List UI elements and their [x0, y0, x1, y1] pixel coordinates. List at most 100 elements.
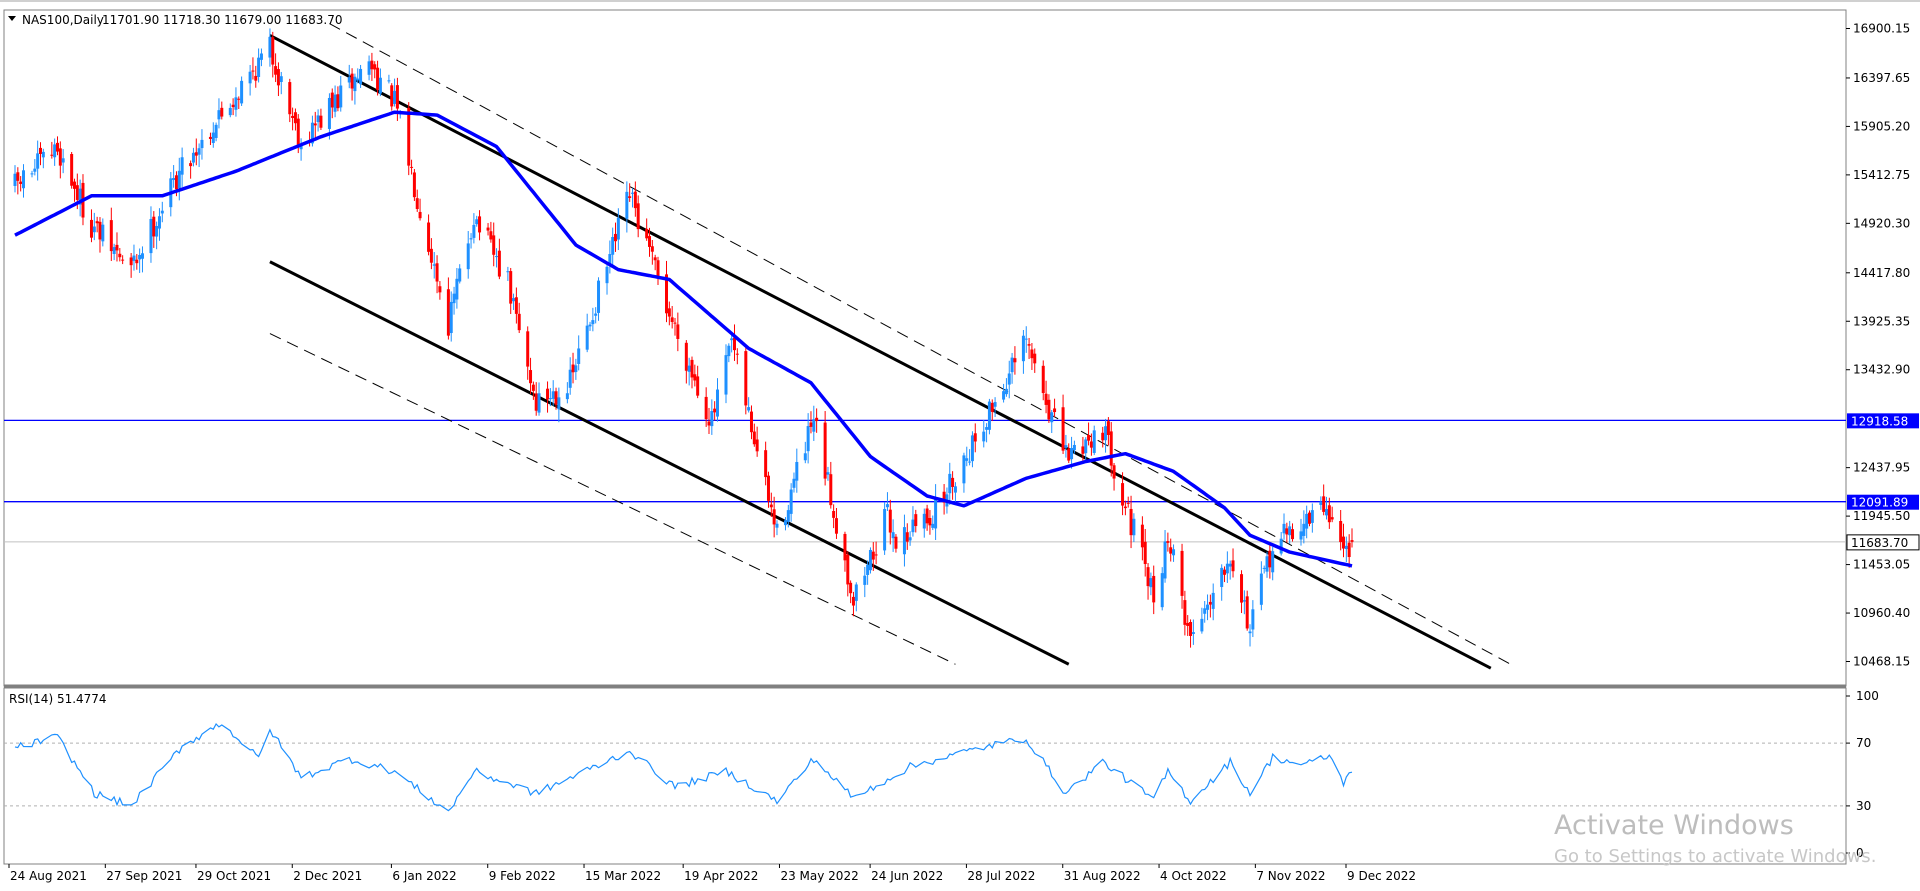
- candle-body: [299, 145, 303, 150]
- candle-body: [1166, 541, 1170, 543]
- level-tag-text-2: 12091.89: [1851, 496, 1908, 510]
- time-tick-label: 29 Oct 2021: [197, 869, 271, 883]
- time-tick-label: 4 Oct 2022: [1160, 869, 1227, 883]
- candle-body: [1010, 357, 1014, 373]
- candle-body: [934, 497, 938, 529]
- candle-body: [1291, 529, 1295, 540]
- candle-body: [296, 118, 300, 147]
- candle-body: [1050, 412, 1054, 423]
- candle-body: [891, 532, 895, 539]
- candle-body: [410, 166, 414, 168]
- candle-body: [1053, 408, 1057, 413]
- candle-body: [942, 491, 946, 503]
- candle-body: [1282, 523, 1286, 534]
- candle-body: [435, 263, 439, 282]
- candle-body: [1004, 388, 1008, 395]
- collapse-triangle-icon[interactable]: [8, 16, 16, 21]
- candle-body: [885, 504, 889, 508]
- candle-body: [687, 365, 691, 372]
- candle-body: [1140, 524, 1144, 548]
- candle-body: [109, 220, 113, 252]
- candle-body: [1208, 601, 1212, 605]
- candle-body: [1072, 444, 1076, 451]
- candle-body: [565, 393, 569, 400]
- symbol-label: NAS100,Daily: [22, 13, 104, 27]
- candle-body: [271, 37, 275, 65]
- candle-body: [1302, 523, 1306, 536]
- price-tick-label: 14417.80: [1853, 266, 1910, 280]
- candle-body: [715, 389, 719, 417]
- candle-body: [1189, 621, 1193, 636]
- candle-body: [89, 219, 93, 238]
- candle-body: [1106, 421, 1110, 435]
- candle-body: [611, 236, 615, 255]
- candle-body: [1262, 567, 1266, 569]
- time-tick-label: 9 Dec 2022: [1347, 869, 1416, 883]
- candle-body: [509, 271, 513, 304]
- candle-body: [452, 293, 456, 304]
- candle-body: [795, 461, 799, 481]
- candle-body: [1033, 353, 1037, 364]
- candle-body: [30, 173, 34, 175]
- candle-body: [871, 551, 875, 560]
- candle-body: [826, 472, 830, 475]
- candle-body: [585, 325, 589, 350]
- candle-body: [418, 211, 422, 219]
- candle-body: [1200, 618, 1204, 632]
- candle-body: [327, 97, 331, 129]
- candle-body: [1044, 393, 1048, 405]
- candle-body: [240, 80, 244, 104]
- candle-body: [121, 259, 125, 261]
- price-tick-label: 11945.50: [1853, 509, 1910, 523]
- candle-body: [928, 518, 932, 526]
- candle-body: [1344, 545, 1348, 550]
- rsi-panel-frame: [3, 687, 1847, 865]
- time-axis: 24 Aug 2021 27 Sep 2021 29 Oct 2021 2 Dec 2…: [8, 864, 1416, 883]
- candle-body: [1268, 550, 1272, 568]
- time-tick-label: 31 Aug 2022: [1064, 869, 1141, 883]
- horizontal-levels-layer: 12918.58 12091.89 11683.70: [4, 413, 1920, 551]
- candle-body: [665, 274, 669, 314]
- candle-body: [333, 94, 337, 112]
- candle-body: [1132, 518, 1136, 536]
- candle-body: [339, 85, 343, 108]
- candle-body: [427, 222, 431, 252]
- candle-body: [316, 115, 320, 123]
- candle-body: [1339, 521, 1343, 543]
- candle-body: [874, 554, 878, 556]
- candle-body: [38, 147, 42, 154]
- ohlc-readout: 11701.90 11718.30 11679.00 11683.70: [102, 13, 342, 27]
- candle-body: [783, 520, 787, 526]
- candle-body: [486, 227, 490, 231]
- candle-body: [1146, 567, 1150, 587]
- candle-body: [1271, 551, 1275, 573]
- candle-body: [1152, 575, 1156, 603]
- candle-body: [429, 248, 433, 263]
- candle-body: [724, 355, 728, 395]
- candle-body: [905, 532, 909, 542]
- candle-body: [336, 94, 340, 109]
- candle-body: [633, 191, 637, 209]
- candle-body: [574, 365, 578, 373]
- candle-body: [803, 453, 807, 461]
- candle-body: [58, 148, 62, 166]
- candle-body: [970, 435, 974, 462]
- candle-body: [455, 278, 459, 300]
- time-tick-label: 15 Mar 2022: [585, 869, 661, 883]
- candle-body: [1027, 344, 1031, 346]
- candle-body: [395, 85, 399, 109]
- candle-body: [1285, 528, 1289, 535]
- candle-body: [1240, 574, 1244, 603]
- candle-body: [1206, 604, 1210, 610]
- candle-body: [1112, 465, 1116, 479]
- candle-body: [866, 564, 870, 575]
- candle-body: [883, 508, 887, 551]
- candle-body: [1308, 512, 1312, 524]
- price-tick-label: 16900.15: [1853, 22, 1910, 36]
- watermark-subtitle: Go to Settings to activate Windows.: [1554, 846, 1876, 867]
- candle-body: [1123, 506, 1127, 509]
- candle-body: [693, 374, 697, 381]
- candle-body: [1149, 578, 1153, 588]
- candle-body: [1330, 517, 1334, 520]
